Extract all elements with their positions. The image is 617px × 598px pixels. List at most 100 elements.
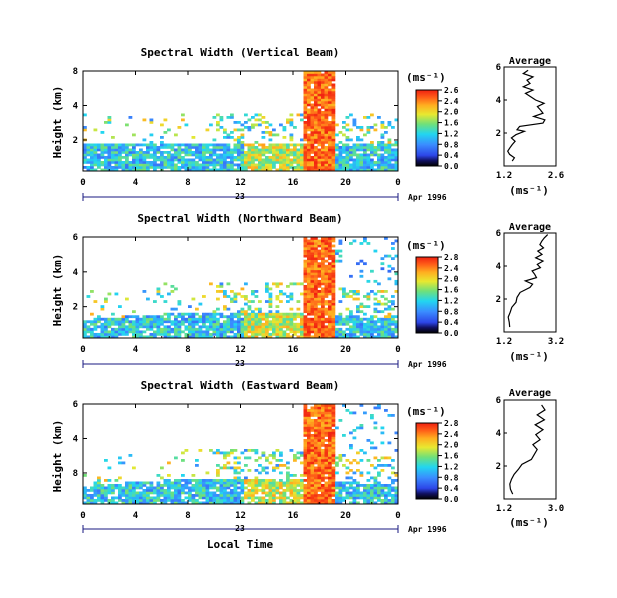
heatmap-cell xyxy=(107,466,112,470)
heatmap-cell xyxy=(324,476,329,480)
heatmap-cell xyxy=(226,320,231,324)
heatmap-cell xyxy=(251,312,255,316)
heatmap-cell xyxy=(324,131,329,134)
heatmap-cell xyxy=(97,166,101,169)
heatmap-cell xyxy=(387,330,392,334)
heatmap-cell xyxy=(310,297,315,301)
heatmap-cell xyxy=(373,489,378,492)
heatmap-cell xyxy=(251,166,255,169)
heatmap-cell xyxy=(209,335,213,339)
heatmap-cell xyxy=(104,320,108,324)
heatmap-cell xyxy=(394,272,399,276)
heatmap-cell xyxy=(342,292,346,296)
heatmap-cell xyxy=(195,322,199,326)
heatmap-cell xyxy=(114,292,119,296)
heatmap-cell xyxy=(142,325,147,329)
heatmap-cell xyxy=(279,161,283,164)
heatmap-cell xyxy=(314,76,318,79)
heatmap-cell xyxy=(97,163,101,167)
heatmap-cell xyxy=(230,163,234,167)
heatmap-cell xyxy=(261,158,266,162)
heatmap-cell xyxy=(244,315,248,319)
heatmap-cell xyxy=(377,406,381,410)
heatmap-cell xyxy=(230,499,234,502)
heatmap-cell xyxy=(328,141,332,144)
heatmap-cell xyxy=(198,332,203,336)
heatmap-cell xyxy=(118,461,122,465)
heatmap-cell xyxy=(233,449,238,452)
heatmap-cell xyxy=(244,295,248,298)
heatmap-cell xyxy=(240,166,245,169)
heatmap-cell xyxy=(156,163,161,167)
heatmap-cell xyxy=(307,101,311,104)
heatmap-cell xyxy=(331,317,336,321)
heatmap-cell xyxy=(293,282,297,286)
heatmap-cell xyxy=(314,484,318,487)
heatmap-cell xyxy=(111,335,115,339)
heatmap-cell xyxy=(149,166,154,169)
heatmap-cell xyxy=(258,327,262,331)
heatmap-cell xyxy=(195,153,199,157)
y-tick-label: 8 xyxy=(73,469,78,479)
heatmap-cell xyxy=(328,93,332,97)
heatmap-cell xyxy=(223,143,227,147)
heatmap-cell xyxy=(321,451,325,455)
heatmap-cell xyxy=(345,148,350,152)
heatmap-cell xyxy=(121,461,126,465)
heatmap-cell xyxy=(373,249,378,253)
heatmap-cell xyxy=(324,106,329,109)
heatmap-cell xyxy=(282,320,287,324)
heatmap-cell xyxy=(356,469,360,472)
heatmap-cell xyxy=(83,327,87,331)
heatmap-cell xyxy=(286,501,290,505)
heatmap-cell xyxy=(247,163,252,167)
heatmap-cell xyxy=(114,320,119,324)
heatmap-cell xyxy=(174,148,178,152)
heatmap-cell xyxy=(307,161,311,164)
heatmap-cell xyxy=(177,481,182,485)
heatmap-cell xyxy=(349,138,353,142)
heatmap-cell xyxy=(247,325,252,329)
heatmap-cell xyxy=(377,335,381,339)
heatmap-cell xyxy=(223,163,227,167)
heatmap-cell xyxy=(328,274,332,278)
heatmap-cell xyxy=(240,161,245,164)
heatmap-cell xyxy=(314,91,318,94)
heatmap-cell xyxy=(191,166,196,169)
heatmap-cell xyxy=(163,494,168,497)
heatmap-cell xyxy=(219,146,224,149)
heatmap-cell xyxy=(254,151,259,154)
heatmap-cell xyxy=(317,108,322,112)
heatmap-cell xyxy=(111,148,115,152)
heatmap-cell xyxy=(219,501,224,505)
heatmap-cell xyxy=(272,158,276,162)
heatmap-cell xyxy=(328,126,332,129)
heatmap-cell xyxy=(338,156,343,159)
heatmap-cell xyxy=(303,151,308,154)
heatmap-cell xyxy=(307,474,311,477)
heatmap-cell xyxy=(195,163,199,167)
heatmap-cell xyxy=(370,317,374,321)
heatmap-cell xyxy=(338,153,343,157)
heatmap-cell xyxy=(247,315,252,319)
heatmap-cell xyxy=(394,161,399,164)
heatmap-cell xyxy=(300,481,304,485)
colorbar: (ms⁻¹) 2.82.42.01.61.20.80.40.0 xyxy=(406,405,459,504)
heatmap-cell xyxy=(219,161,224,164)
heatmap-cell xyxy=(307,305,311,308)
heatmap-cell xyxy=(384,409,388,412)
heatmap-cell xyxy=(314,436,318,440)
heatmap-cell xyxy=(338,249,343,253)
heatmap-cell xyxy=(132,153,136,157)
heatmap-cell xyxy=(338,168,343,172)
heatmap-cell xyxy=(317,481,322,485)
heatmap-cell xyxy=(212,166,217,169)
heatmap-cell xyxy=(331,421,336,425)
heatmap-cell xyxy=(359,305,364,308)
heatmap-cell xyxy=(380,123,385,127)
heatmap-cell xyxy=(310,143,315,147)
heatmap-cell xyxy=(324,126,329,129)
heatmap-cell xyxy=(338,322,343,326)
heatmap-cell xyxy=(275,496,280,500)
heatmap-cell xyxy=(233,146,238,149)
